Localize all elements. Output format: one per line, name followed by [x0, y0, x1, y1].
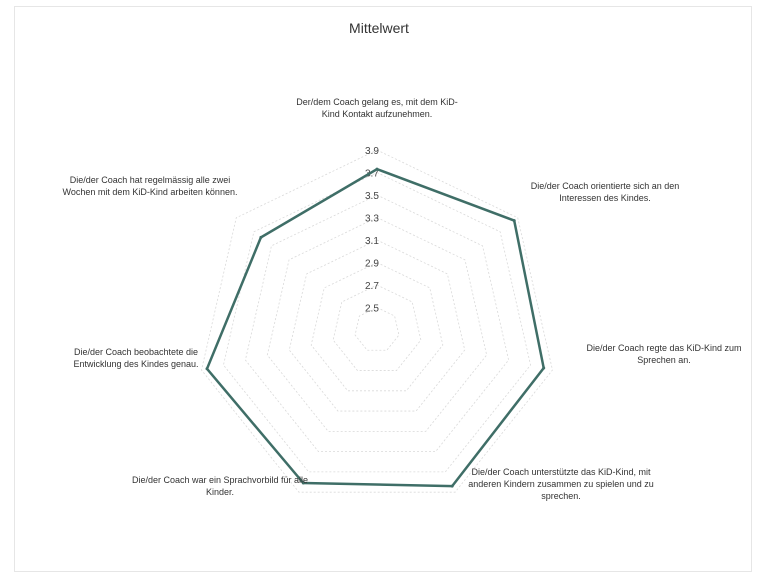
- chart-title: Mittelwert: [349, 20, 409, 36]
- series-line: [205, 167, 546, 488]
- data-point: [375, 167, 379, 171]
- axis-label: Die/der Coach war ein Sprachvorbild für …: [131, 475, 309, 497]
- data-point: [542, 366, 546, 370]
- radar-series: [205, 167, 546, 488]
- grid-ring: [354, 307, 400, 351]
- grid-ring: [223, 172, 531, 473]
- axis-label: Die/der Coach beobachtete die Entwicklun…: [73, 347, 199, 369]
- axis-label: Die/der Coach unterstützte das KiD-Kind,…: [468, 467, 654, 501]
- r-tick-label: 2.9: [365, 259, 379, 270]
- axis-label: Die/der Coach regte das KiD-Kind zum Spr…: [586, 343, 742, 365]
- data-point: [301, 481, 305, 485]
- grid-ring: [288, 239, 466, 412]
- r-tick-label: 2.7: [365, 281, 379, 292]
- r-tick-label: 3.9: [365, 146, 379, 157]
- data-point: [205, 367, 209, 371]
- grid-ring: [266, 217, 488, 432]
- axis-label: Die/der Coach orientierte sich an den In…: [530, 181, 680, 203]
- r-tick-label: 3.7: [365, 169, 379, 180]
- chart-frame: [14, 6, 752, 572]
- data-point: [259, 235, 263, 239]
- r-tick-label: 2.5: [365, 304, 379, 315]
- grid-ring: [244, 194, 510, 453]
- data-point: [512, 219, 516, 223]
- axis-label: Die/der Coach hat regelmässig alle zwei …: [62, 175, 238, 197]
- r-tick-label: 3.3: [365, 214, 379, 225]
- data-point: [450, 484, 454, 488]
- grid-ring: [310, 262, 444, 392]
- radar-tick-labels: 2.5 2.7 2.9 3.1 3.3 3.5 3.7 3.9: [365, 146, 379, 315]
- r-tick-label: 3.1: [365, 236, 379, 247]
- grid-ring: [332, 284, 422, 371]
- r-tick-label: 3.5: [365, 191, 379, 202]
- radar-grid: [201, 149, 553, 493]
- axis-label: Der/dem Coach gelang es, mit dem KiD-Kin…: [296, 97, 458, 119]
